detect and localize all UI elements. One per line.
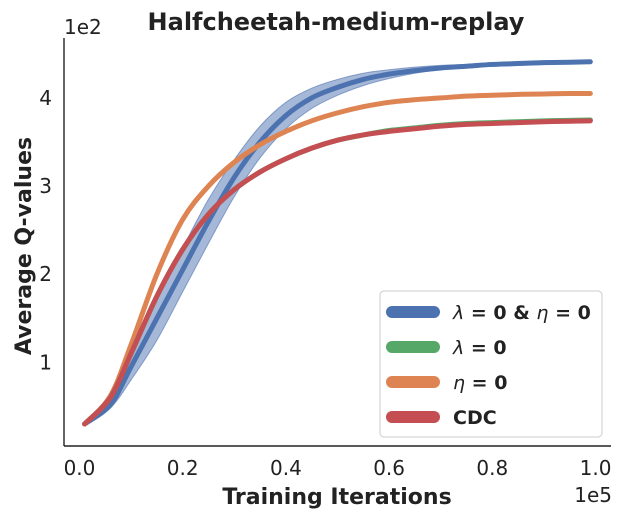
x-tick-label: 1.0 [580, 456, 612, 480]
y-axis-label: Average Q-values [12, 137, 37, 355]
legend-entries: λ = 0 & η = 0 λ = 0 η = 0 CDC [386, 302, 591, 429]
x-offset-label: 1e5 [574, 483, 612, 507]
series-line-3 [82, 118, 593, 427]
x-tick-label: 0.4 [270, 456, 302, 480]
y-tick-label: 1 [39, 350, 52, 374]
legend-box [379, 290, 603, 438]
series-line-2 [82, 90, 593, 427]
x-axis-label: Training Iterations [222, 485, 451, 510]
y-tick-label: 2 [39, 262, 52, 286]
legend-label-2: η = 0 [453, 372, 507, 394]
x-tick-label: 0.6 [373, 456, 405, 480]
series-layer [82, 59, 593, 427]
x-tick-label: 0.2 [167, 456, 199, 480]
legend-label-1: λ = 0 [452, 337, 507, 359]
legend: λ = 0 & η = 0 λ = 0 η = 0 CDC [379, 290, 603, 438]
y-tick-label: 3 [39, 174, 52, 198]
x-tick-labels: 0.0 0.2 0.4 0.6 0.8 1.0 [64, 456, 612, 480]
y-offset-label: 1e2 [64, 15, 102, 39]
legend-label-0: λ = 0 & η = 0 [452, 302, 591, 324]
chart-title: Halfcheetah-medium-replay [148, 8, 525, 36]
x-tick-label: 0.8 [476, 456, 508, 480]
legend-label-3: CDC [453, 407, 497, 429]
x-tick-label: 0.0 [64, 456, 96, 480]
y-tick-labels: 1 2 3 4 [39, 86, 52, 374]
series-line-0 [82, 59, 593, 427]
y-tick-label: 4 [39, 86, 52, 110]
